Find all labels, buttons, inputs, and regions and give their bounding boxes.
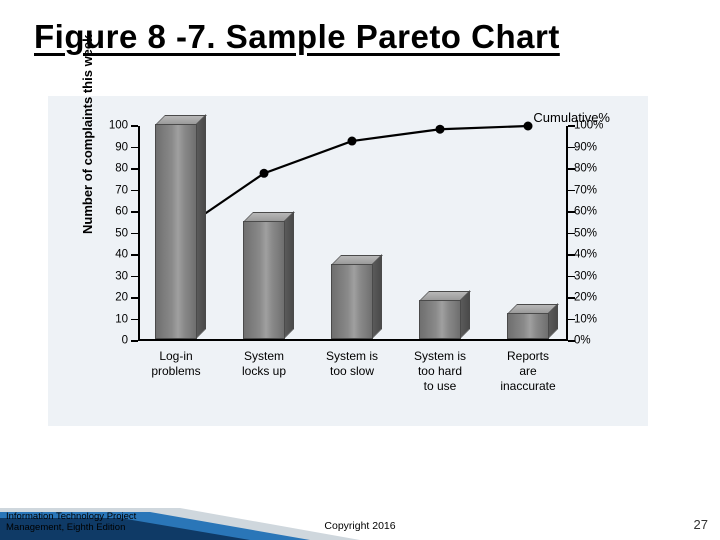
- bar: [155, 114, 207, 339]
- y-right-tick-label: 80%: [574, 163, 618, 175]
- plot-area: 01020304050607080901000%10%20%30%40%50%6…: [138, 126, 568, 341]
- x-category-label: Log-inproblems: [132, 349, 220, 379]
- bar: [507, 303, 559, 339]
- y-left-tick: [131, 147, 138, 149]
- y-left-tick: [131, 190, 138, 192]
- figure-title: Figure 8 -7. Sample Pareto Chart: [34, 18, 700, 56]
- y-left-tick-label: 50: [94, 228, 128, 240]
- y-left-axis-title: Number of complaints this week: [80, 35, 95, 234]
- y-left-tick: [131, 168, 138, 170]
- chart-panel: Number of complaints this week Cumulativ…: [48, 96, 648, 426]
- y-left-tick: [131, 125, 138, 127]
- y-left-tick: [131, 340, 138, 342]
- y-left-tick-label: 100: [94, 120, 128, 132]
- y-right-tick-label: 100%: [574, 120, 618, 132]
- y-right-tick-label: 40%: [574, 249, 618, 261]
- y-left-tick-label: 10: [94, 314, 128, 326]
- y-right-tick-label: 10%: [574, 314, 618, 326]
- y-left-tick-label: 70: [94, 185, 128, 197]
- y-left-tick-label: 60: [94, 206, 128, 218]
- bar: [419, 290, 471, 339]
- y-left-tick: [131, 297, 138, 299]
- y-left-tick: [131, 319, 138, 321]
- y-left-tick: [131, 254, 138, 256]
- x-category-label: System istoo hardto use: [396, 349, 484, 394]
- y-left-tick-label: 80: [94, 163, 128, 175]
- footer-copyright: Copyright 2016: [324, 520, 395, 532]
- y-left-tick: [131, 276, 138, 278]
- x-category-label: Systemlocks up: [220, 349, 308, 379]
- y-right-tick-label: 20%: [574, 292, 618, 304]
- x-category-label: Reportsareinaccurate: [484, 349, 572, 394]
- x-category-label: System istoo slow: [308, 349, 396, 379]
- bar: [331, 254, 383, 339]
- footer-book: Information Technology ProjectManagement…: [6, 512, 136, 534]
- y-left-tick-label: 30: [94, 271, 128, 283]
- y-right-tick-label: 50%: [574, 228, 618, 240]
- y-left-tick-label: 0: [94, 335, 128, 347]
- footer-page-number: 27: [694, 517, 708, 532]
- y-right-tick-label: 90%: [574, 142, 618, 154]
- y-left-tick-label: 40: [94, 249, 128, 261]
- bar: [243, 211, 295, 339]
- y-right-tick-label: 70%: [574, 185, 618, 197]
- y-left-tick: [131, 233, 138, 235]
- y-right-tick-label: 0%: [574, 335, 618, 347]
- y-right-tick-label: 30%: [574, 271, 618, 283]
- slide: Figure 8 -7. Sample Pareto Chart Number …: [0, 0, 720, 540]
- y-left-tick: [131, 211, 138, 213]
- y-left-tick-label: 20: [94, 292, 128, 304]
- y-left-tick-label: 90: [94, 142, 128, 154]
- y-right-tick-label: 60%: [574, 206, 618, 218]
